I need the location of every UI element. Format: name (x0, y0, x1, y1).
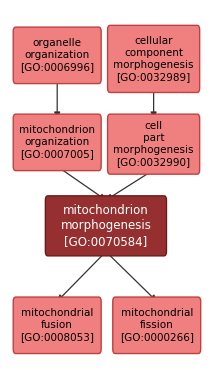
FancyBboxPatch shape (113, 297, 201, 354)
Text: mitochondrion
organization
[GO:0007005]: mitochondrion organization [GO:0007005] (19, 125, 95, 159)
Text: mitochondrial
fusion
[GO:0008053]: mitochondrial fusion [GO:0008053] (20, 308, 94, 342)
Text: mitochondrion
morphogenesis
[GO:0070584]: mitochondrion morphogenesis [GO:0070584] (60, 204, 151, 248)
Text: cell
part
morphogenesis
[GO:0032990]: cell part morphogenesis [GO:0032990] (113, 121, 194, 167)
Text: mitochondrial
fission
[GO:0000266]: mitochondrial fission [GO:0000266] (120, 308, 194, 342)
FancyBboxPatch shape (13, 114, 101, 171)
Text: organelle
organization
[GO:0006996]: organelle organization [GO:0006996] (20, 38, 94, 73)
FancyBboxPatch shape (108, 25, 200, 92)
FancyBboxPatch shape (13, 297, 101, 354)
Text: cellular
component
morphogenesis
[GO:0032989]: cellular component morphogenesis [GO:003… (113, 36, 194, 82)
FancyBboxPatch shape (13, 27, 101, 84)
FancyBboxPatch shape (108, 114, 200, 174)
FancyBboxPatch shape (45, 196, 167, 256)
